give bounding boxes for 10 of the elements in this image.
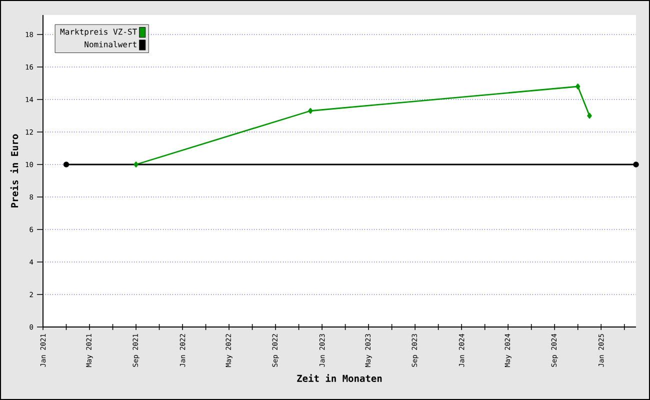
point xyxy=(633,162,639,168)
point xyxy=(308,108,313,114)
y-axis-title: Preis in Euro xyxy=(10,134,18,208)
point xyxy=(576,84,580,90)
point xyxy=(134,162,138,168)
point xyxy=(587,112,592,119)
legend-label: Marktpreis VZ-ST xyxy=(60,28,137,36)
legend-label: Nominalwert xyxy=(84,41,136,48)
point xyxy=(63,162,70,168)
x-axis-title: Zeit in Monaten xyxy=(297,374,382,382)
